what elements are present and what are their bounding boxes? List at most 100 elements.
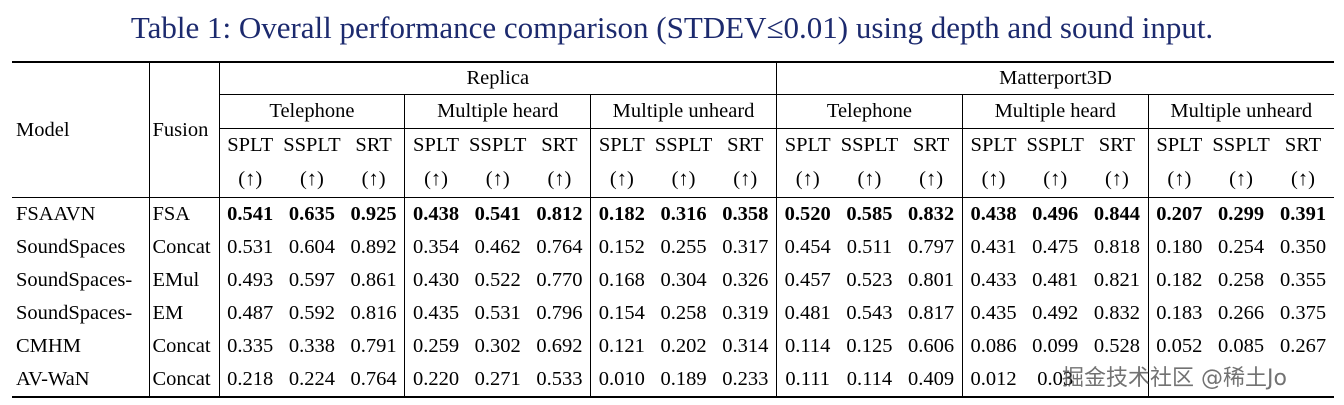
fusion-cell: EM xyxy=(148,297,219,330)
value-cell: 0.431 xyxy=(961,231,1025,264)
value-cell: 0.791 xyxy=(350,335,397,357)
value-cell: 0.597 xyxy=(288,269,335,291)
scenario-header: Multiple unheard xyxy=(590,94,777,129)
metric-header: SRT xyxy=(541,134,578,156)
value-cell: 0.543 xyxy=(846,302,893,324)
caption-label: Table 1: xyxy=(130,10,232,45)
value-cell: 0.271 xyxy=(466,363,529,398)
value-cell: 0.182 xyxy=(590,197,653,231)
value-cell: 0.531 xyxy=(474,302,521,324)
value-cell: 0.114 xyxy=(776,330,839,363)
value-cell: 0.606 xyxy=(908,335,955,357)
value-cell: 0.259 xyxy=(404,330,467,363)
metric-header: SSPLT xyxy=(1212,134,1270,156)
value-cell: 0.522 xyxy=(474,269,521,291)
dataset-header-replica: Replica xyxy=(218,61,777,95)
value-cell: 0.812 xyxy=(528,197,591,231)
value-cell: 0.202 xyxy=(660,335,707,357)
model-cell: FSAAVN xyxy=(12,197,149,231)
value-cell: 0.832 xyxy=(900,197,963,231)
value-cell: 0.604 xyxy=(288,236,335,258)
table-row: FSAAVN FSA 0.541 0.635 0.925 0.438 0.541 0.812 0… xyxy=(12,197,1334,231)
caption-text: Overall performance comparison (STDEV≤0.… xyxy=(238,10,1214,45)
metric-arrow: (↑) xyxy=(1229,168,1253,190)
fusion-header: Fusion xyxy=(148,61,219,198)
table-row: CMHM Concat 0.335 0.338 0.791 0.259 0.302 0.692… xyxy=(12,330,1334,363)
table-row: AV-WaN Concat 0.218 0.224 0.764 0.220 0.271 0.5… xyxy=(12,363,1334,398)
value-cell: 0.220 xyxy=(404,363,467,398)
value-cell: 0.302 xyxy=(474,335,521,357)
value-cell: 0.821 xyxy=(1093,269,1140,291)
fusion-cell: EMul xyxy=(148,264,219,297)
metric-arrow: (↑) xyxy=(671,168,696,190)
metric-arrow: (↑) xyxy=(299,168,324,190)
value-cell: 0.189 xyxy=(652,363,715,398)
value-cell: 0.111 xyxy=(776,363,839,398)
scenario-header: Multiple unheard xyxy=(1147,94,1334,129)
metric-arrow: (↑) xyxy=(1104,168,1129,190)
value-cell: 0.435 xyxy=(404,297,467,330)
value-cell: 0.085 xyxy=(1217,335,1265,357)
model-cell: SoundSpaces- xyxy=(16,269,133,291)
metric-header: SRT xyxy=(1284,134,1322,156)
value-cell: 0.355 xyxy=(1279,269,1327,291)
value-cell: 0.692 xyxy=(536,335,583,357)
metric-header: SSPLT xyxy=(469,134,527,156)
metric-header: SRT xyxy=(355,134,392,156)
value-cell: 0.770 xyxy=(536,269,583,291)
value-cell: 0.435 xyxy=(961,297,1025,330)
value-cell: 0.528 xyxy=(1093,335,1140,357)
value-cell: 0.487 xyxy=(218,297,281,330)
value-cell: 0.462 xyxy=(474,236,521,258)
value-cell: 0.533 xyxy=(528,363,591,398)
value-cell: 0.182 xyxy=(1147,264,1211,297)
value-cell xyxy=(1147,363,1211,398)
value-cell: 0.233 xyxy=(714,363,777,398)
metric-arrow: (↑) xyxy=(919,168,944,190)
value-cell: 0.511 xyxy=(846,236,893,258)
dataset-header-matterport3d: Matterport3D xyxy=(776,61,1334,95)
metric-arrow: (↑) xyxy=(404,162,467,198)
metric-arrow: (↑) xyxy=(590,162,653,198)
model-header: Model xyxy=(12,61,149,198)
metric-arrow: (↑) xyxy=(776,162,839,198)
value-cell: 0.523 xyxy=(846,269,893,291)
fusion-cell: Concat xyxy=(148,330,219,363)
value-cell: 0.326 xyxy=(722,269,769,291)
value-cell: 0.391 xyxy=(1272,197,1334,231)
value-cell: 0.086 xyxy=(961,330,1025,363)
model-cell: SoundSpaces xyxy=(16,236,126,258)
value-cell: 0.816 xyxy=(350,302,397,324)
value-cell: 0.481 xyxy=(1032,269,1079,291)
fusion-cell: FSA xyxy=(148,197,219,231)
value-cell: 0.493 xyxy=(218,264,281,297)
value-cell: 0.457 xyxy=(776,264,839,297)
value-cell: 0.255 xyxy=(660,236,707,258)
value-cell: 0.496 xyxy=(1024,197,1087,231)
metric-header: SSPLT xyxy=(283,134,341,156)
metric-header: SSPLT xyxy=(840,134,899,156)
value-cell: 0.099 xyxy=(1032,335,1079,357)
table-row: SoundSpaces Concat 0.531 0.604 0.892 0.354 0.4… xyxy=(12,231,1334,264)
value-cell: 0.541 xyxy=(218,197,281,231)
value-cell: 0.861 xyxy=(350,269,397,291)
value-cell: 0.299 xyxy=(1210,197,1272,231)
metric-arrow: (↑) xyxy=(361,168,386,190)
metric-header: SPLT xyxy=(1147,128,1211,162)
value-cell: 0.531 xyxy=(218,231,281,264)
value-cell: 0.224 xyxy=(280,363,343,398)
scenario-header: Telephone xyxy=(776,94,963,129)
metric-arrow: (↑) xyxy=(485,168,510,190)
value-cell: 0.125 xyxy=(846,335,893,357)
value-cell: 0.801 xyxy=(908,269,955,291)
metric-arrow: (↑) xyxy=(733,168,758,190)
value-cell: 0.168 xyxy=(590,264,653,297)
metric-header: SSPLT xyxy=(654,134,713,156)
value-cell: 0.375 xyxy=(1279,302,1327,324)
value-cell: 0.335 xyxy=(218,330,281,363)
value-cell: 0.817 xyxy=(908,302,955,324)
value-cell: 0.832 xyxy=(1093,302,1140,324)
metric-arrow: (↑) xyxy=(857,168,882,190)
fusion-cell: Concat xyxy=(148,363,219,398)
metric-header: SPLT xyxy=(961,128,1025,162)
